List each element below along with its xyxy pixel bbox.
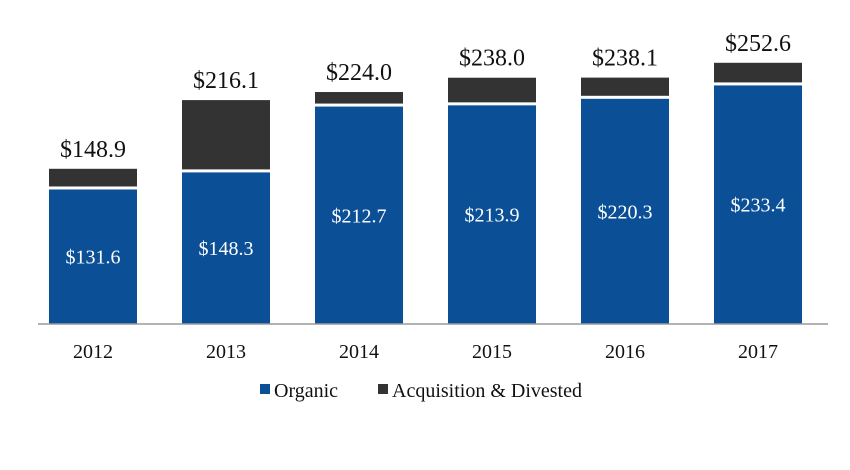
x-tick-label-2017: 2017 xyxy=(738,341,778,363)
legend-swatch-organic xyxy=(260,384,270,394)
bars-layer xyxy=(49,62,802,324)
bar-organic-2015 xyxy=(448,105,536,324)
data-label-organic-2015: $213.9 xyxy=(465,205,520,227)
legend-label-organic: Organic xyxy=(274,380,338,402)
bar-organic-2012 xyxy=(49,189,137,324)
legend-swatch-acquisition xyxy=(378,384,388,394)
bar-organic-2013 xyxy=(182,172,270,324)
data-label-organic-2016: $220.3 xyxy=(598,201,653,223)
bar-acquisition-2016 xyxy=(581,77,669,96)
data-label-organic-2017: $233.4 xyxy=(731,195,786,217)
bar-organic-2014 xyxy=(315,106,403,324)
legend: Organic Acquisition & Divested xyxy=(260,380,582,402)
bar-organic-2017 xyxy=(714,85,802,324)
bar-acquisition-2013 xyxy=(182,100,270,170)
x-axis-ticks: 2012 2013 2014 2015 2016 2017 xyxy=(73,341,778,363)
data-label-organic-2012: $131.6 xyxy=(66,247,121,269)
x-tick-label-2015: 2015 xyxy=(472,341,512,363)
x-tick-label-2016: 2016 xyxy=(605,341,645,363)
data-label-total-2012: $148.9 xyxy=(60,137,126,163)
labels-layer: $131.6 $148.9 $148.3 $216.1 $212.7 $224.0 $213… xyxy=(60,31,791,269)
bar-acquisition-2014 xyxy=(315,92,403,104)
legend-label-acquisition: Acquisition & Divested xyxy=(392,380,582,402)
x-tick-label-2012: 2012 xyxy=(73,341,113,363)
bar-acquisition-2015 xyxy=(448,77,536,103)
x-tick-label-2014: 2014 xyxy=(339,341,379,363)
data-label-total-2017: $252.6 xyxy=(725,31,791,57)
x-tick-label-2013: 2013 xyxy=(206,341,246,363)
data-label-organic-2013: $148.3 xyxy=(199,238,254,260)
data-label-total-2014: $224.0 xyxy=(326,60,392,86)
data-label-total-2013: $216.1 xyxy=(193,68,259,94)
data-label-organic-2014: $212.7 xyxy=(332,205,387,227)
bar-acquisition-2012 xyxy=(49,168,137,187)
data-label-total-2016: $238.1 xyxy=(592,46,658,72)
data-label-total-2015: $238.0 xyxy=(459,46,525,72)
bar-organic-2016 xyxy=(581,98,669,324)
bar-acquisition-2017 xyxy=(714,62,802,83)
